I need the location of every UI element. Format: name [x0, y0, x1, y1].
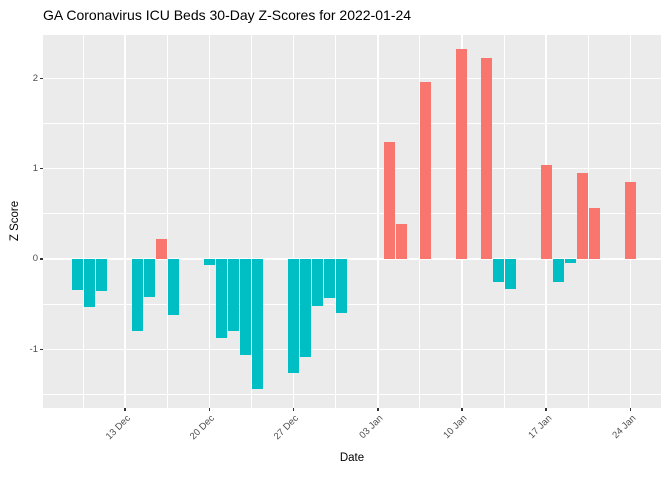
x-minor-gridline	[419, 35, 421, 408]
zscore-bar	[540, 165, 552, 259]
x-minor-gridline	[82, 35, 84, 408]
y-axis-tick-label: 0	[32, 253, 38, 265]
y-minor-gridline	[43, 213, 661, 215]
x-axis-tick-label-text: 27 Dec	[272, 413, 302, 443]
zscore-bar	[420, 81, 432, 259]
x-major-gridline	[208, 35, 211, 408]
zscore-bar	[167, 258, 179, 315]
x-axis-tick	[377, 408, 379, 411]
zscore-bar	[456, 49, 468, 259]
zscore-bar	[227, 258, 239, 332]
x-minor-gridline	[250, 35, 252, 408]
zscore-bar	[312, 258, 324, 306]
x-axis-tick-label-text: 17 Jan	[525, 413, 554, 441]
y-axis-tick	[40, 77, 43, 80]
x-axis-tick	[208, 408, 211, 411]
zscore-bar	[480, 57, 492, 259]
x-axis-title: Date	[339, 452, 365, 464]
zscore-bar	[552, 258, 564, 282]
x-minor-gridline	[587, 35, 589, 408]
y-major-gridline	[43, 77, 661, 80]
plot-panel	[43, 35, 661, 408]
y-axis-tick	[40, 258, 43, 260]
zscore-bar	[155, 239, 167, 259]
zscore-bar	[576, 173, 588, 259]
zscore-bar	[83, 258, 95, 307]
x-major-gridline	[124, 35, 126, 408]
x-axis-tick-label-text: 03 Jan	[357, 413, 386, 441]
x-axis-tick	[629, 408, 632, 411]
y-axis-tick-label: 2	[32, 72, 38, 84]
zscore-bar	[239, 258, 251, 355]
zscore-bar	[131, 258, 143, 332]
zscore-bar	[336, 258, 348, 314]
y-major-gridline	[43, 348, 661, 351]
zscore-bar	[203, 258, 215, 266]
x-minor-gridline	[335, 35, 337, 408]
zscore-bar	[288, 258, 300, 373]
zscore-bar	[564, 258, 576, 264]
y-minor-gridline	[43, 303, 661, 305]
y-axis-tick-label: -1	[29, 343, 38, 355]
x-minor-gridline	[166, 35, 168, 408]
zscore-bar	[588, 207, 600, 259]
x-major-gridline	[377, 35, 379, 408]
zscore-bar	[251, 258, 263, 390]
y-axis-tick-label: 1	[32, 163, 38, 175]
x-axis-tick	[461, 408, 463, 411]
x-axis-tick	[292, 408, 295, 411]
chart-title: GA Coronavirus ICU Beds 30-Day Z-Scores …	[43, 7, 412, 23]
y-major-gridline	[43, 258, 661, 260]
zscore-bar	[624, 182, 636, 259]
y-minor-gridline	[43, 123, 661, 124]
y-axis-tick	[40, 167, 43, 170]
zscore-bar	[324, 258, 336, 298]
zscore-bar	[215, 258, 227, 339]
zscore-bar	[300, 258, 312, 357]
zscore-bar	[95, 258, 107, 291]
zscore-bar	[71, 258, 83, 290]
x-axis-tick-label-text: 20 Dec	[188, 413, 218, 443]
zscore-bar	[384, 141, 396, 259]
y-axis-title-text: Z Score	[9, 200, 21, 242]
y-axis-tick	[40, 348, 43, 351]
x-axis-tick-label-text: 13 Dec	[103, 413, 133, 443]
x-minor-gridline	[503, 35, 505, 408]
x-axis-tick	[124, 408, 126, 411]
y-minor-gridline	[43, 393, 661, 395]
zscore-bar	[492, 258, 504, 282]
zscore-bar	[396, 223, 408, 259]
zscore-bar	[504, 258, 516, 289]
y-major-gridline	[43, 167, 661, 170]
x-major-gridline	[292, 35, 295, 408]
x-axis-tick-label-text: 24 Jan	[610, 413, 639, 441]
zscore-bar	[143, 258, 155, 297]
x-axis-tick-label-text: 10 Jan	[441, 413, 470, 441]
x-axis-tick	[545, 408, 547, 411]
